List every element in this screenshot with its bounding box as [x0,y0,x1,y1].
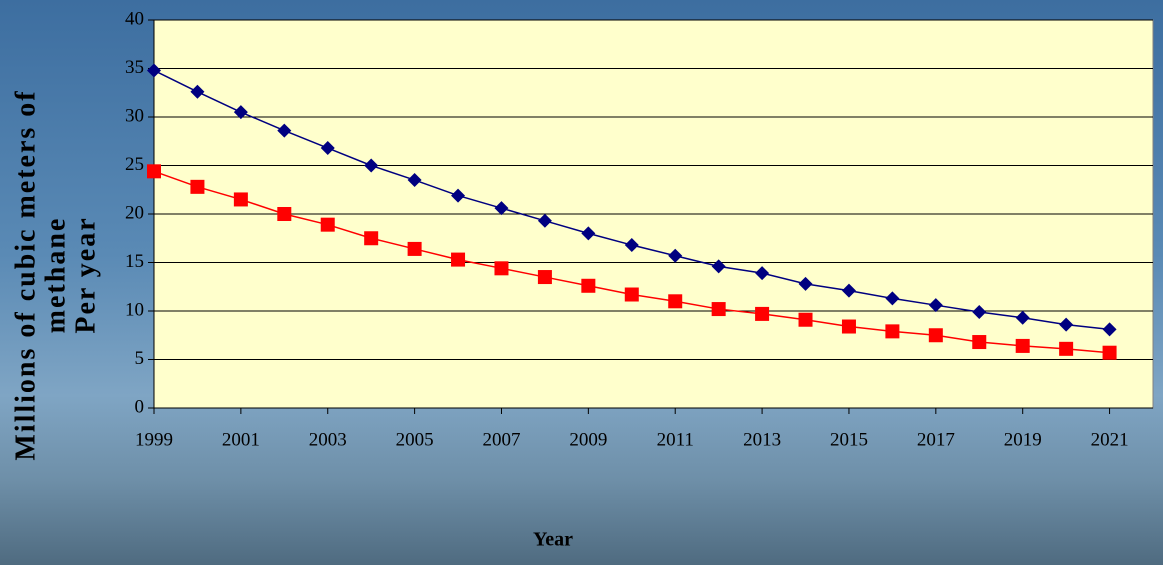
marker [841,319,856,334]
marker [972,304,987,319]
y-axis-label: methane [40,217,71,334]
marker [1015,310,1030,325]
marker [841,283,856,298]
marker [711,302,726,317]
y-axis-label: Millions of cubic meters of [10,89,41,460]
marker [233,105,248,120]
marker [928,298,943,313]
marker [581,226,596,241]
x-tick-label: 1999 [135,429,173,450]
y-tick-label: 10 [125,299,144,320]
marker [190,179,205,194]
marker [1015,338,1030,353]
y-tick-label: 30 [125,105,144,126]
y-tick-label: 20 [125,202,144,223]
marker [320,217,335,232]
marker [1059,341,1074,356]
x-tick-label: 2017 [917,429,955,450]
marker [147,164,161,179]
marker [885,291,900,306]
marker [364,231,379,246]
marker [1102,345,1117,360]
x-tick-label: 2015 [830,429,868,450]
y-tick-label: 0 [135,396,145,417]
marker [624,287,639,302]
marker [798,276,813,291]
x-axis-label: Year [533,529,573,551]
marker [668,294,683,309]
marker [277,123,292,138]
y-tick-label: 25 [125,154,144,175]
marker [451,188,466,203]
marker [407,241,422,256]
x-tick-label: 2019 [1004,429,1042,450]
marker [537,213,552,228]
x-tick-label: 2011 [657,429,694,450]
marker [1059,317,1074,332]
marker [668,248,683,263]
marker [494,201,509,216]
y-tick-label: 40 [125,8,144,29]
x-tick-label: 2013 [743,429,781,450]
marker [972,335,987,350]
marker [928,328,943,343]
y-axis-label: Per year [70,216,101,333]
marker [320,141,335,156]
x-tick-label: 2021 [1091,429,1129,450]
x-tick-label: 2003 [309,429,347,450]
x-tick-label: 2005 [396,429,434,450]
marker [755,266,770,281]
marker [451,252,466,267]
y-tick-label: 35 [125,57,144,78]
marker [1102,322,1117,337]
x-tick-label: 2009 [569,429,607,450]
marker [537,270,552,285]
x-tick-label: 2007 [482,429,520,450]
marker [407,173,422,188]
marker [581,278,596,293]
x-tick-label: 2001 [222,429,260,450]
y-tick-label: 5 [135,348,145,369]
marker [798,312,813,327]
y-tick-label: 15 [125,251,144,272]
marker [494,261,509,276]
marker [364,158,379,173]
marker [711,259,726,274]
marker [277,207,292,221]
marker [755,306,770,321]
marker [147,63,161,78]
marker [190,84,205,99]
marker [624,238,639,253]
marker [885,324,900,339]
marker [233,192,248,207]
